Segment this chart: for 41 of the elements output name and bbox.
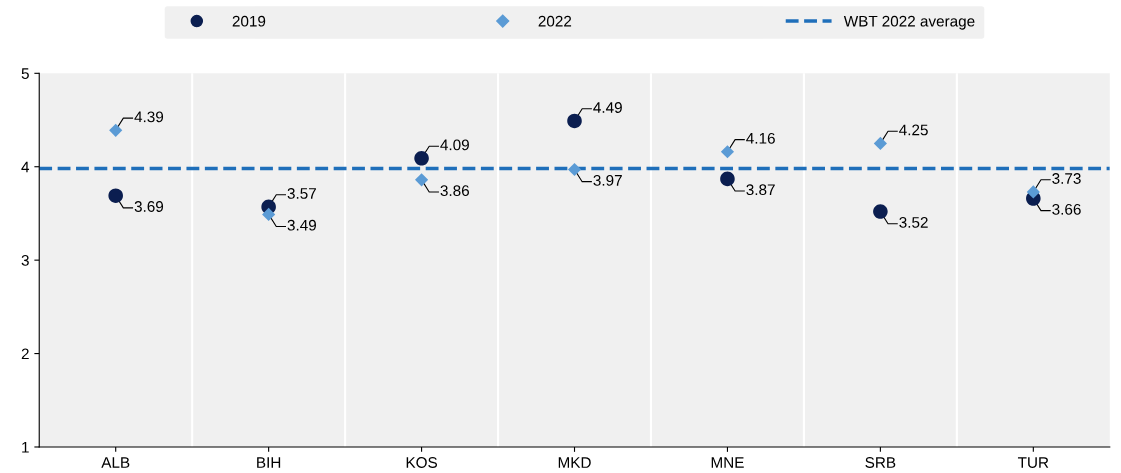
data-label: 3.57 — [287, 188, 316, 199]
point — [873, 204, 888, 219]
data-label: 3.97 — [593, 174, 622, 186]
point — [567, 113, 582, 129]
point — [720, 145, 735, 159]
y-tick-label: 2 — [21, 348, 29, 360]
point — [1026, 185, 1040, 199]
y-tick-label: 3 — [21, 255, 29, 266]
x-tick-label: SRB — [865, 457, 896, 468]
y-tick-label: 1 — [22, 442, 29, 453]
x-tick-label: KOS — [406, 457, 438, 468]
y-tick-label: 4 — [21, 161, 30, 173]
point — [262, 207, 276, 221]
x-tick-label: MKD — [558, 457, 591, 468]
data-label: 3.73 — [1052, 173, 1081, 184]
point — [109, 123, 123, 137]
point — [567, 162, 582, 177]
data-label: 4.09 — [440, 139, 469, 151]
x-tick-label: ALB — [101, 457, 130, 468]
point — [720, 171, 735, 187]
point — [414, 173, 429, 187]
point — [414, 151, 429, 166]
point — [108, 188, 123, 203]
data-label: 4.25 — [899, 124, 928, 136]
x-tick-label: BIH — [257, 457, 281, 468]
x-tick-label: MNE — [711, 457, 744, 468]
data-label: 4.49 — [593, 102, 622, 113]
point — [873, 136, 887, 150]
legend-label: 2022 — [538, 15, 572, 27]
y-tick-label: 5 — [21, 68, 29, 79]
data-label: 3.69 — [134, 201, 164, 212]
data-label: 3.52 — [899, 217, 928, 228]
data-label: 3.49 — [287, 219, 316, 231]
x-tick-label: TUR — [1017, 457, 1049, 468]
legend-label: 2019 — [232, 15, 266, 27]
data-label: 3.86 — [440, 185, 469, 197]
data-label: 3.87 — [746, 184, 775, 196]
legend-label: WBT 2022 average — [843, 15, 975, 30]
data-label: 4.16 — [746, 132, 775, 144]
data-label: 3.66 — [1052, 203, 1081, 215]
data-label: 4.39 — [134, 111, 164, 123]
